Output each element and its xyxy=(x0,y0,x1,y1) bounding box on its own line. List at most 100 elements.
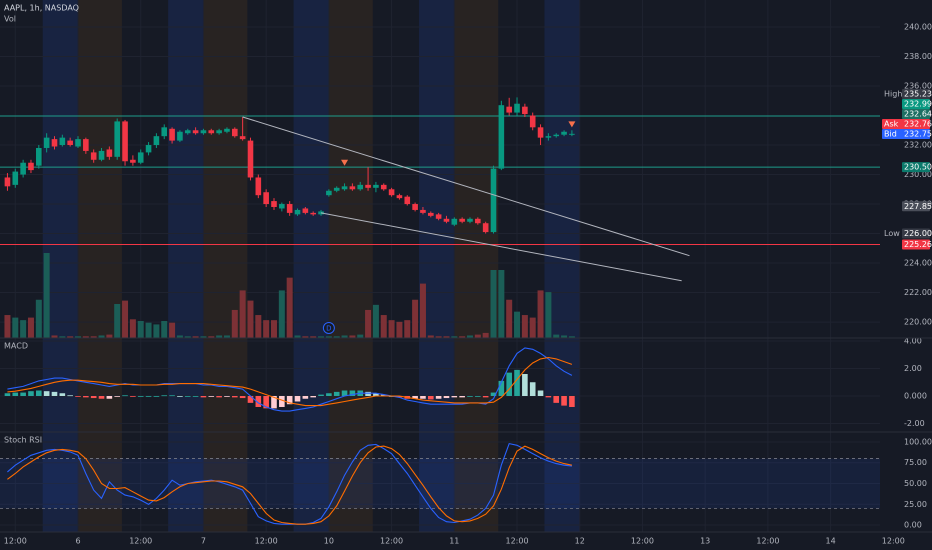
volume-bar xyxy=(466,335,473,338)
x-tick-label: 12 xyxy=(575,537,585,546)
axes: 12:00 6 12:00 7 12:00 10 12:00 11 12:00 12 12:00 13… xyxy=(4,22,932,545)
histogram-bar xyxy=(263,395,269,409)
candle-body xyxy=(216,130,222,134)
histogram-bar xyxy=(294,395,301,402)
volume-bar xyxy=(521,315,528,338)
candle-body xyxy=(326,190,332,196)
x-tick-label: 12:00 xyxy=(380,537,403,546)
candle-body xyxy=(12,171,19,185)
candle-body xyxy=(114,121,121,157)
price-tag xyxy=(902,108,930,119)
signal-marker xyxy=(341,159,349,166)
candle-body xyxy=(75,139,81,147)
trend-line xyxy=(242,116,690,257)
volume-bar xyxy=(568,336,575,338)
volume-bar xyxy=(325,336,332,338)
candle-body xyxy=(302,208,309,213)
candle-body xyxy=(4,177,11,187)
histogram-bar xyxy=(177,395,183,397)
indicator-line xyxy=(7,356,573,407)
volume-bar xyxy=(200,336,207,338)
price-tag-name: Low xyxy=(884,229,900,238)
pane-title: MACD xyxy=(4,342,28,351)
candle-body xyxy=(145,145,152,153)
y-tick-label: 238.00 xyxy=(904,52,932,61)
volume-bar xyxy=(145,322,152,338)
y-tick-label: 0.000 xyxy=(904,391,927,400)
volume-bar xyxy=(263,320,270,338)
candle-body xyxy=(177,131,183,141)
candle-body xyxy=(569,133,575,135)
candle-body xyxy=(286,204,293,213)
x-tick-label: 12:00 xyxy=(129,537,152,546)
volume-bar xyxy=(129,319,136,338)
price-tag-value: 230.50 xyxy=(904,163,932,172)
histogram-bar xyxy=(192,395,199,397)
histogram-bar xyxy=(435,395,442,399)
volume-bar xyxy=(490,270,497,338)
candle-body xyxy=(169,128,175,141)
candle-body xyxy=(28,162,34,171)
histogram-bar xyxy=(506,372,512,396)
histogram-bar xyxy=(522,374,528,396)
x-tick-label: 14 xyxy=(826,537,836,546)
volume-bar xyxy=(372,304,379,338)
volume-bar xyxy=(176,335,183,338)
price-tag xyxy=(902,201,930,212)
event-marker xyxy=(322,322,335,334)
price-tag xyxy=(882,118,930,129)
candle-body xyxy=(498,105,505,169)
candle-body xyxy=(537,127,544,138)
volume-bar xyxy=(75,336,82,338)
candle-body xyxy=(490,168,497,233)
histogram-bar xyxy=(216,395,222,398)
histogram-bar xyxy=(318,394,324,396)
volume-bar xyxy=(137,321,144,338)
trend-line xyxy=(320,212,682,282)
candle-body xyxy=(357,184,364,190)
price-tag xyxy=(902,98,930,109)
histogram-bar xyxy=(569,395,575,407)
x-tick-label: 6 xyxy=(75,537,80,546)
y-tick-label: 2.00 xyxy=(904,364,922,373)
x-tick-label: 12:00 xyxy=(882,537,905,546)
volume-bar xyxy=(294,335,301,338)
candle-body xyxy=(396,195,403,199)
y-tick-label: 224.00 xyxy=(904,259,932,268)
y-tick-label: 100.00 xyxy=(904,437,932,446)
histogram-bar xyxy=(145,395,152,397)
candle-body xyxy=(482,223,489,233)
candle-body xyxy=(239,136,246,140)
y-tick-label: 240.00 xyxy=(904,22,932,31)
histogram-bar xyxy=(114,395,121,397)
price-tag xyxy=(902,239,930,250)
candle-body xyxy=(271,201,277,207)
candle-body xyxy=(333,187,340,191)
volume-bar xyxy=(12,317,19,338)
pane-title: Stoch RSI xyxy=(4,436,42,445)
volume-bar xyxy=(365,309,372,338)
histogram-bar xyxy=(20,392,26,396)
histogram-bar xyxy=(36,390,42,396)
volume-bar xyxy=(545,292,552,338)
candle-body xyxy=(373,184,379,188)
candle-body xyxy=(459,218,465,222)
x-tick-label: 12:00 xyxy=(4,537,27,546)
histogram-bar xyxy=(396,395,403,398)
volume-bar xyxy=(231,309,238,338)
histogram-bar xyxy=(443,395,450,399)
candle-body xyxy=(522,106,528,115)
price-tag-name: Bid xyxy=(884,129,897,138)
volume-bar xyxy=(270,320,277,338)
histogram-bar xyxy=(341,390,348,396)
pre-market-band xyxy=(203,0,248,532)
price-tag xyxy=(902,228,930,239)
volume-bar xyxy=(208,336,215,338)
x-tick-label: 10 xyxy=(324,537,334,546)
price-tag-name: Ask xyxy=(884,119,899,128)
histogram-bar xyxy=(75,395,81,397)
candle-body xyxy=(412,204,418,210)
candle-body xyxy=(263,192,269,205)
